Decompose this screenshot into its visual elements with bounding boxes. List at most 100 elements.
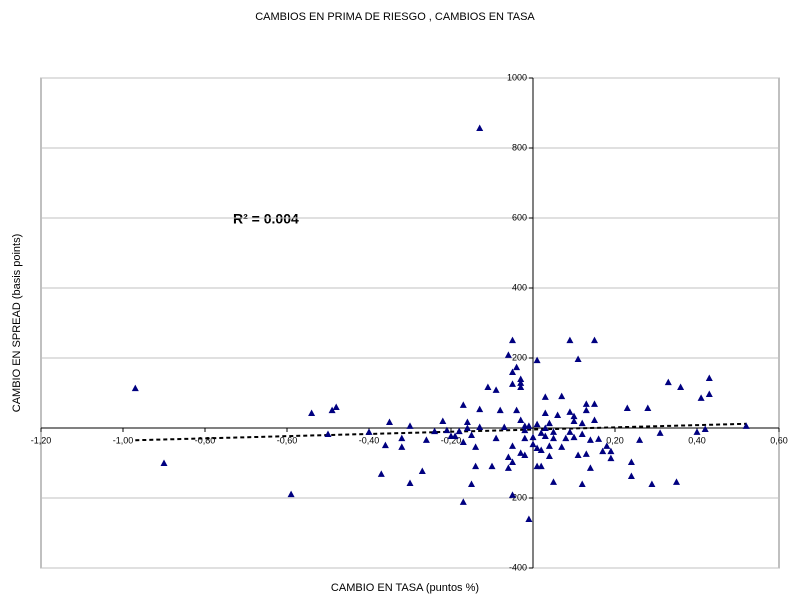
point xyxy=(529,433,537,441)
x-tick-label: -0,60 xyxy=(277,435,298,445)
point xyxy=(537,429,545,436)
point xyxy=(742,422,750,429)
point xyxy=(537,462,545,470)
point xyxy=(578,480,586,487)
point xyxy=(533,356,541,364)
point xyxy=(476,423,484,430)
y-tick-label: -400 xyxy=(509,562,527,572)
point xyxy=(636,436,644,443)
point xyxy=(541,432,549,440)
point xyxy=(521,451,529,458)
point xyxy=(550,434,557,442)
r-squared-annotation: R² = 0.004 xyxy=(233,211,299,227)
point xyxy=(533,420,541,428)
point xyxy=(607,454,615,462)
point xyxy=(570,412,578,420)
point xyxy=(656,429,664,436)
plot-area xyxy=(40,77,780,569)
point xyxy=(398,443,406,450)
point xyxy=(324,430,332,437)
point xyxy=(513,363,521,371)
point xyxy=(574,355,582,363)
point xyxy=(381,441,389,449)
trendline xyxy=(135,422,747,442)
x-tick-label: 0,40 xyxy=(688,435,706,445)
point xyxy=(476,405,484,413)
point xyxy=(578,419,586,427)
point xyxy=(451,432,459,440)
point xyxy=(504,453,512,461)
point xyxy=(463,418,471,426)
point xyxy=(472,443,480,450)
y-tick-label: 1000 xyxy=(507,72,527,82)
point xyxy=(500,423,508,430)
y-tick-label: 800 xyxy=(512,142,527,152)
point xyxy=(463,424,471,431)
point xyxy=(648,480,656,487)
y-tick-label: 200 xyxy=(512,352,527,362)
point xyxy=(287,490,295,498)
point xyxy=(484,383,492,391)
y-tick-label: 400 xyxy=(512,282,527,292)
point xyxy=(431,427,439,435)
x-tick-label: -0,40 xyxy=(359,435,380,445)
x-axis-title: CAMBIO EN TASA (puntos %) xyxy=(331,582,479,594)
point xyxy=(607,447,615,455)
y-axis-title: CAMBIO EN SPREAD (basis points) xyxy=(11,234,23,413)
point xyxy=(160,459,168,466)
point xyxy=(705,390,713,398)
point xyxy=(509,368,516,375)
point xyxy=(697,394,705,401)
point xyxy=(673,478,680,485)
point xyxy=(131,384,139,392)
point xyxy=(386,418,393,426)
point xyxy=(468,480,475,487)
point xyxy=(570,433,578,441)
point xyxy=(468,431,475,438)
point xyxy=(586,436,594,443)
point xyxy=(644,404,652,412)
point xyxy=(439,417,447,424)
point xyxy=(701,425,709,433)
point xyxy=(488,462,496,470)
point xyxy=(517,375,525,382)
point xyxy=(541,409,549,416)
point xyxy=(418,467,426,475)
point xyxy=(365,428,373,435)
point xyxy=(513,406,521,414)
point xyxy=(509,458,516,465)
point xyxy=(459,498,467,505)
point xyxy=(492,434,500,442)
point xyxy=(591,400,598,407)
point xyxy=(603,442,611,449)
point xyxy=(406,422,414,429)
x-tick-label: -1,00 xyxy=(113,435,134,445)
y-tick-label: 600 xyxy=(512,212,527,222)
point xyxy=(578,430,586,437)
point xyxy=(517,449,525,456)
point xyxy=(521,434,529,442)
point xyxy=(533,444,541,451)
point xyxy=(472,462,480,470)
point xyxy=(550,478,557,485)
point xyxy=(554,411,562,419)
point xyxy=(558,443,566,450)
point xyxy=(550,428,557,435)
point xyxy=(377,470,385,477)
x-tick-label: -1,20 xyxy=(31,435,52,445)
x-tick-label: 0,20 xyxy=(606,435,624,445)
point xyxy=(525,422,533,429)
point xyxy=(308,409,316,416)
point xyxy=(570,417,578,424)
point xyxy=(541,424,549,431)
point xyxy=(517,383,525,391)
point xyxy=(509,491,516,498)
point xyxy=(574,451,582,458)
point xyxy=(332,403,340,410)
x-tick-label: 0,60 xyxy=(770,435,788,445)
point xyxy=(521,426,529,434)
point xyxy=(406,479,414,486)
point xyxy=(517,416,525,423)
point xyxy=(595,435,603,442)
